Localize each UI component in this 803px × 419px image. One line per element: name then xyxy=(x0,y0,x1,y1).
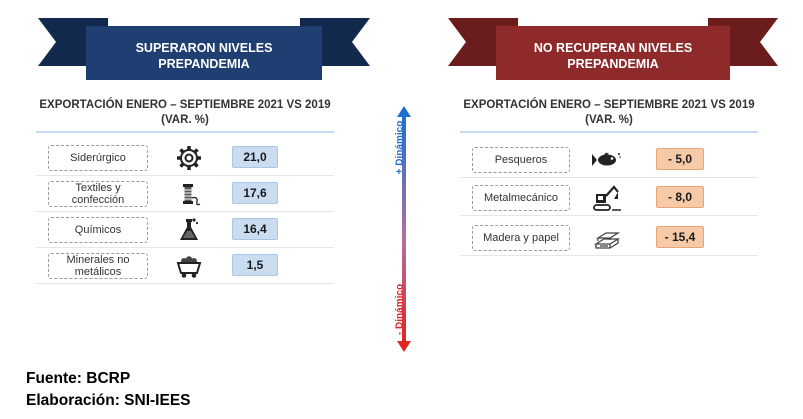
dynamism-axis: + Dinámico - Dinámico xyxy=(392,104,416,354)
right-banner: NO RECUPERAN NIVELES PREPANDEMIA xyxy=(448,18,778,80)
footer-source: Fuente: BCRP xyxy=(26,370,131,387)
right-banner-ribbon xyxy=(448,18,778,80)
right-panel: EXPORTACIÓN ENERO – SEPTIEMBRE 2021 VS 2… xyxy=(460,88,758,258)
variation-value: - 8,0 xyxy=(656,186,704,208)
variation-value: - 15,4 xyxy=(656,226,704,248)
right-title-rule xyxy=(460,131,758,133)
mine-cart-icon xyxy=(174,252,204,280)
row-divider xyxy=(460,255,758,256)
row-divider xyxy=(460,177,758,178)
left-panel: EXPORTACIÓN ENERO – SEPTIEMBRE 2021 VS 2… xyxy=(36,88,334,288)
variation-value: 17,6 xyxy=(232,182,278,204)
thread-spool-icon xyxy=(174,180,204,208)
list-item: Textiles y confección 17,6 xyxy=(36,176,334,212)
list-item: Siderúrgico 21,0 xyxy=(36,140,334,176)
sector-label: Siderúrgico xyxy=(48,145,148,171)
fish-icon xyxy=(592,146,622,174)
excavator-icon xyxy=(592,184,622,212)
left-title-rule xyxy=(36,131,334,133)
lumber-icon xyxy=(592,224,622,252)
axis-top-label: + Dinámico xyxy=(394,120,406,175)
variation-value: 16,4 xyxy=(232,218,278,240)
list-item: Químicos 16,4 xyxy=(36,212,334,248)
row-divider xyxy=(36,175,334,176)
footer-elaboration: Elaboración: SNI-IEES xyxy=(26,392,191,409)
left-banner-ribbon xyxy=(38,18,370,80)
axis-bottom-label: - Dinámico xyxy=(394,283,406,336)
list-item: Pesqueros - 5,0 xyxy=(460,142,758,178)
flask-icon xyxy=(174,216,204,244)
list-item: Minerales no metálicos 1,5 xyxy=(36,248,334,284)
row-divider xyxy=(460,215,758,216)
right-panel-title: EXPORTACIÓN ENERO – SEPTIEMBRE 2021 VS 2… xyxy=(463,99,755,126)
row-divider xyxy=(36,211,334,212)
sector-label: Madera y papel xyxy=(472,225,570,251)
gear-icon xyxy=(174,144,204,172)
sector-label: Químicos xyxy=(48,217,148,243)
left-banner: SUPERARON NIVELES PREPANDEMIA xyxy=(38,18,370,80)
left-panel-title: EXPORTACIÓN ENERO – SEPTIEMBRE 2021 VS 2… xyxy=(39,99,331,126)
dynamism-arrow xyxy=(397,106,411,352)
sector-label: Metalmecánico xyxy=(472,185,570,211)
sector-label: Minerales no metálicos xyxy=(48,253,148,279)
right-banner-title: NO RECUPERAN NIVELES PREPANDEMIA xyxy=(533,41,693,71)
left-banner-title: SUPERARON NIVELES PREPANDEMIA xyxy=(135,41,273,71)
variation-value: 1,5 xyxy=(232,254,278,276)
variation-value: - 5,0 xyxy=(656,148,704,170)
list-item: Madera y papel - 15,4 xyxy=(460,220,758,256)
sector-label: Pesqueros xyxy=(472,147,570,173)
sector-label: Textiles y confección xyxy=(48,181,148,207)
row-divider xyxy=(36,283,334,284)
list-item: Metalmecánico - 8,0 xyxy=(460,180,758,216)
variation-value: 21,0 xyxy=(232,146,278,168)
row-divider xyxy=(36,247,334,248)
